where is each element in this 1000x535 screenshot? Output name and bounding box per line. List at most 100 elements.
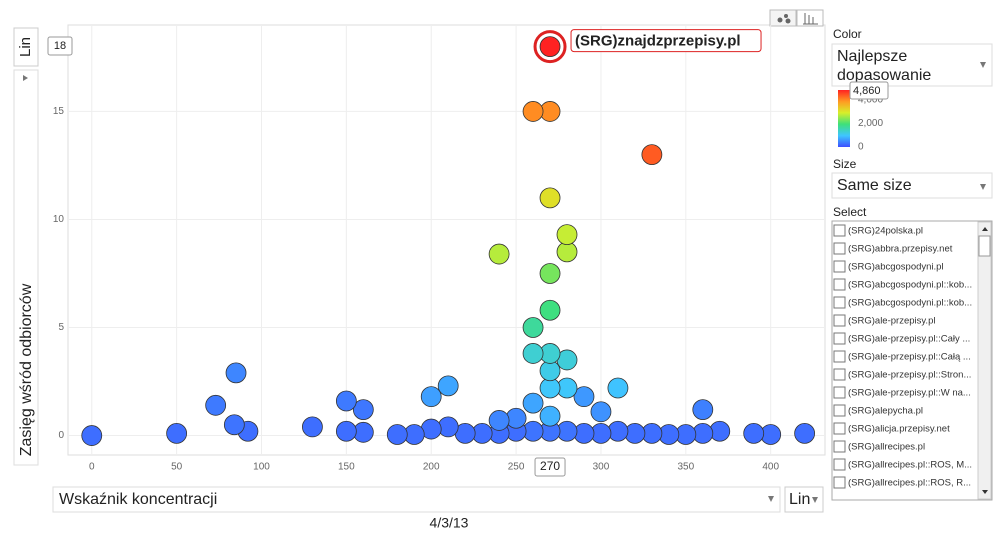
color-legend-bar <box>838 90 850 147</box>
bubble-view-button[interactable] <box>769 9 797 27</box>
bubble[interactable] <box>692 399 714 421</box>
bar-view-button[interactable] <box>796 9 824 27</box>
x-tick-label: 50 <box>171 462 183 473</box>
bubble[interactable] <box>539 299 561 321</box>
x-scale-label[interactable]: Lin <box>789 491 810 508</box>
select-item[interactable]: (SRG)ale-przepisy.pl::W na... <box>848 388 971 399</box>
select-item[interactable]: (SRG)ale-przepisy.pl::Cały ... <box>848 334 970 345</box>
bubble[interactable] <box>437 375 459 397</box>
icon-bars <box>803 13 818 25</box>
checkbox[interactable] <box>833 458 846 471</box>
select-item[interactable]: (SRG)abcgospodyni.pl::kob... <box>848 298 972 309</box>
bubble[interactable] <box>420 386 442 408</box>
select-heading: Select <box>833 205 867 219</box>
highlight-ring <box>533 30 567 64</box>
bubble[interactable] <box>522 101 544 122</box>
bubble[interactable] <box>386 424 408 445</box>
checkbox[interactable] <box>833 368 846 381</box>
checkbox[interactable] <box>833 476 846 489</box>
icon-dot <box>784 14 788 18</box>
bubble[interactable] <box>539 36 561 58</box>
y-scale-button[interactable] <box>13 27 39 67</box>
x-tooltip <box>534 457 566 477</box>
color-max-label: 4,860 <box>853 85 881 97</box>
bubble[interactable] <box>607 377 629 399</box>
scrollbar[interactable] <box>977 221 992 500</box>
x-tick-label: 250 <box>508 462 525 473</box>
bubble[interactable] <box>81 425 103 446</box>
bubble[interactable] <box>335 420 357 442</box>
select-item[interactable]: (SRG)ale-przepisy.pl::Stron... <box>848 370 971 381</box>
x-tooltip-value: 270 <box>540 459 560 473</box>
highlight-box <box>570 29 762 53</box>
bubble[interactable] <box>522 343 544 364</box>
y-tick-label: 15 <box>53 106 65 117</box>
checkbox[interactable] <box>833 278 846 291</box>
bubble[interactable] <box>590 401 612 423</box>
y-axis-selector[interactable] <box>13 69 39 466</box>
checkbox[interactable] <box>833 260 846 273</box>
arrow <box>980 184 986 190</box>
bubble[interactable] <box>522 392 544 414</box>
bubble[interactable] <box>539 263 561 284</box>
checkbox[interactable] <box>833 332 846 345</box>
bubble[interactable] <box>205 394 227 416</box>
color-select-line: dopasowanie <box>837 67 931 84</box>
checkbox[interactable] <box>833 422 846 435</box>
bubble[interactable] <box>794 422 816 444</box>
select-item[interactable]: (SRG)allrecipes.pl <box>848 442 925 453</box>
checkbox[interactable] <box>833 386 846 399</box>
y-axis-label: Zasięg wśród odbiorców <box>18 283 35 456</box>
bubble[interactable] <box>743 422 765 444</box>
bubble[interactable] <box>166 422 188 444</box>
bubble[interactable] <box>573 386 595 408</box>
select-item[interactable]: (SRG)ale-przepisy.pl <box>848 316 935 327</box>
color-heading: Color <box>833 27 862 41</box>
select-item[interactable]: (SRG)abbra.przepisy.net <box>848 244 953 255</box>
size-select[interactable] <box>831 172 993 199</box>
y-tick-label: 0 <box>58 430 64 441</box>
bubble[interactable] <box>302 416 323 438</box>
bubble[interactable] <box>641 144 663 166</box>
select-item[interactable]: (SRG)ale-przepisy.pl::Całą ... <box>848 352 971 363</box>
x-tick-label: 200 <box>423 462 440 473</box>
bubble[interactable] <box>539 187 561 209</box>
y-tick-label: 5 <box>58 322 64 333</box>
bubble[interactable] <box>352 399 374 421</box>
select-item[interactable]: (SRG)abcgospodyni.pl <box>848 262 944 273</box>
y-scale-label[interactable]: Lin <box>17 37 34 57</box>
select-item[interactable]: (SRG)allrecipes.pl::ROS, M... <box>848 460 972 471</box>
scroll-thumb[interactable] <box>978 235 991 257</box>
date-label: 4/3/13 <box>430 515 469 531</box>
color-tick-label: 4,000 <box>858 95 883 106</box>
y-tooltip <box>47 36 73 56</box>
select-item[interactable]: (SRG)alicja.przepisy.net <box>848 424 950 435</box>
color-select[interactable] <box>831 43 993 87</box>
select-item[interactable]: (SRG)24polska.pl <box>848 226 923 237</box>
bubble[interactable] <box>223 414 245 436</box>
bubble[interactable] <box>488 410 510 431</box>
size-heading: Size <box>833 157 857 171</box>
checkbox[interactable] <box>833 296 846 309</box>
checkbox[interactable] <box>833 404 846 417</box>
checkbox[interactable] <box>833 350 846 363</box>
bubble[interactable] <box>522 317 544 338</box>
select-item[interactable]: (SRG)abcgospodyni.pl::kob... <box>848 280 972 291</box>
size-select-value: Same size <box>837 177 912 194</box>
bubble[interactable] <box>539 405 561 427</box>
checkbox[interactable] <box>833 440 846 453</box>
icon-dot <box>777 17 783 23</box>
y-tick-label: 10 <box>53 214 65 225</box>
bubble[interactable] <box>335 390 357 412</box>
bubble[interactable] <box>225 362 247 384</box>
checkbox[interactable] <box>833 314 846 327</box>
color-tick-label: 0 <box>858 142 864 153</box>
select-item[interactable]: (SRG)alepycha.pl <box>848 406 923 417</box>
bubble[interactable] <box>556 224 578 245</box>
checkbox[interactable] <box>833 242 846 255</box>
bubble[interactable] <box>488 243 510 265</box>
select-item[interactable]: (SRG)allrecipes.pl::ROS, R... <box>848 478 971 489</box>
x-axis-selector[interactable] <box>52 486 781 513</box>
checkbox[interactable] <box>833 224 846 237</box>
